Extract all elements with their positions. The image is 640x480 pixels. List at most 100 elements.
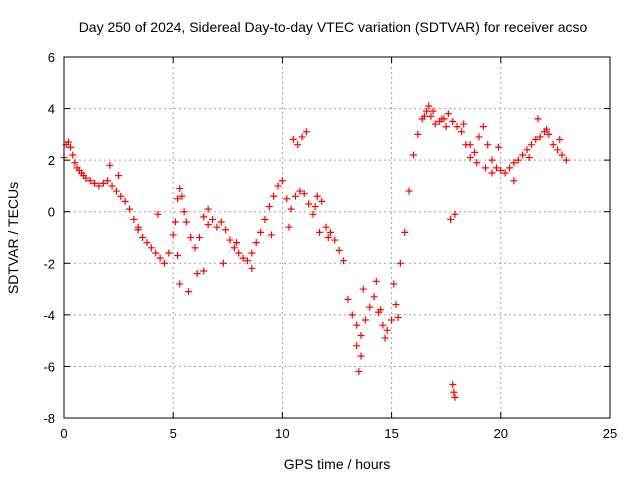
data-point bbox=[134, 223, 142, 231]
data-point bbox=[316, 228, 324, 236]
data-point bbox=[359, 285, 367, 293]
data-point bbox=[108, 182, 116, 190]
y-axis-label: SDTVAR / TECUs bbox=[5, 182, 21, 294]
data-point bbox=[460, 120, 468, 128]
data-point bbox=[278, 177, 286, 185]
data-point bbox=[523, 146, 531, 154]
data-point bbox=[429, 107, 437, 115]
data-point bbox=[243, 257, 251, 265]
data-point bbox=[353, 342, 361, 350]
y-tick-label: 0 bbox=[48, 205, 55, 220]
data-point bbox=[213, 223, 221, 231]
data-point bbox=[160, 259, 168, 267]
data-point bbox=[534, 115, 542, 123]
data-point bbox=[298, 133, 306, 141]
data-point bbox=[377, 306, 385, 314]
y-tick-label: -2 bbox=[43, 256, 55, 271]
data-point bbox=[488, 156, 496, 164]
data-point bbox=[305, 200, 313, 208]
x-tick-label: 25 bbox=[603, 426, 617, 441]
data-point bbox=[191, 244, 199, 252]
data-point bbox=[289, 136, 297, 144]
data-point bbox=[394, 313, 402, 321]
data-point bbox=[466, 154, 474, 162]
data-point bbox=[121, 197, 129, 205]
data-point bbox=[558, 151, 566, 159]
data-point bbox=[226, 236, 234, 244]
data-point bbox=[64, 138, 72, 146]
data-point bbox=[348, 311, 356, 319]
data-point bbox=[230, 244, 238, 252]
data-point bbox=[270, 192, 278, 200]
y-tick-label: -6 bbox=[43, 359, 55, 374]
data-point bbox=[545, 130, 553, 138]
data-point bbox=[174, 252, 182, 260]
data-point bbox=[450, 388, 458, 396]
data-point bbox=[257, 228, 265, 236]
data-point bbox=[482, 164, 490, 172]
data-point bbox=[67, 143, 75, 151]
data-point bbox=[510, 159, 518, 167]
data-point bbox=[184, 288, 192, 296]
data-point bbox=[174, 195, 182, 203]
data-point bbox=[311, 203, 319, 211]
data-point bbox=[506, 164, 514, 172]
data-point bbox=[313, 192, 321, 200]
data-point bbox=[182, 218, 190, 226]
data-point bbox=[69, 151, 77, 159]
data-point bbox=[390, 280, 398, 288]
data-point bbox=[165, 249, 173, 257]
data-point bbox=[248, 264, 256, 272]
data-point bbox=[366, 303, 374, 311]
data-point bbox=[154, 210, 162, 218]
data-point bbox=[239, 254, 247, 262]
x-tick-label: 15 bbox=[384, 426, 398, 441]
data-point bbox=[82, 174, 90, 182]
data-point bbox=[204, 221, 212, 229]
data-point bbox=[285, 223, 293, 231]
data-point bbox=[112, 187, 120, 195]
data-point bbox=[187, 234, 195, 241]
data-point bbox=[326, 228, 334, 236]
data-point bbox=[370, 293, 378, 301]
y-tick-label: -8 bbox=[43, 411, 55, 426]
axis-ticks bbox=[63, 56, 611, 419]
data-point bbox=[527, 141, 535, 149]
data-point bbox=[379, 321, 387, 329]
data-point bbox=[265, 203, 273, 211]
data-point bbox=[219, 259, 227, 267]
data-point bbox=[427, 112, 435, 120]
data-point bbox=[193, 270, 201, 278]
data-point bbox=[414, 130, 422, 138]
data-point bbox=[449, 380, 457, 388]
data-point bbox=[401, 228, 409, 236]
data-point bbox=[361, 316, 369, 324]
data-point bbox=[292, 192, 300, 200]
data-point bbox=[549, 141, 557, 149]
data-point bbox=[536, 133, 544, 141]
data-point bbox=[152, 249, 160, 257]
data-point bbox=[302, 128, 310, 136]
data-point bbox=[143, 239, 151, 247]
x-tick-label: 5 bbox=[170, 426, 177, 441]
data-point bbox=[95, 182, 103, 190]
data-point bbox=[178, 192, 186, 200]
data-point bbox=[471, 148, 479, 156]
data-point bbox=[209, 215, 217, 223]
data-point bbox=[217, 218, 225, 226]
data-point bbox=[405, 187, 413, 195]
data-point bbox=[274, 182, 282, 190]
data-point bbox=[294, 141, 302, 149]
tick-labels: 0 5 10 15 20 25 -8 -6 -4 -2 0 2 4 6 bbox=[43, 50, 617, 441]
data-point bbox=[261, 215, 269, 223]
data-point bbox=[519, 151, 527, 159]
data-point bbox=[248, 249, 256, 257]
data-point bbox=[423, 107, 431, 115]
data-point bbox=[381, 334, 389, 342]
data-point bbox=[91, 179, 99, 187]
data-point bbox=[484, 141, 492, 149]
data-point bbox=[442, 123, 450, 131]
data-point bbox=[267, 231, 275, 239]
data-point bbox=[176, 185, 184, 193]
data-point bbox=[451, 210, 459, 218]
